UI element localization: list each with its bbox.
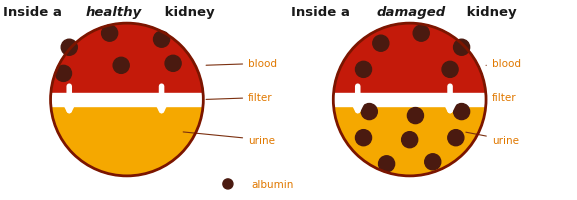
- Ellipse shape: [454, 104, 470, 120]
- Ellipse shape: [153, 32, 170, 48]
- Ellipse shape: [113, 58, 129, 74]
- Ellipse shape: [102, 26, 118, 42]
- Text: kidney: kidney: [160, 6, 215, 19]
- Text: filter: filter: [206, 93, 273, 103]
- Ellipse shape: [165, 56, 181, 72]
- Text: healthy: healthy: [85, 6, 141, 19]
- Text: urine: urine: [466, 133, 519, 145]
- Ellipse shape: [361, 104, 377, 120]
- Ellipse shape: [442, 62, 458, 78]
- Text: albumin: albumin: [251, 179, 293, 189]
- Ellipse shape: [373, 36, 389, 52]
- Text: blood: blood: [206, 59, 277, 69]
- Ellipse shape: [379, 156, 395, 172]
- Ellipse shape: [454, 40, 470, 56]
- Ellipse shape: [425, 154, 441, 170]
- FancyBboxPatch shape: [51, 94, 203, 106]
- Text: Inside a: Inside a: [3, 6, 66, 19]
- Text: Inside a: Inside a: [291, 6, 355, 19]
- Ellipse shape: [407, 108, 424, 124]
- Text: kidney: kidney: [462, 6, 516, 19]
- Polygon shape: [334, 100, 486, 176]
- Ellipse shape: [223, 179, 233, 189]
- Text: blood: blood: [486, 59, 521, 69]
- Ellipse shape: [355, 62, 372, 78]
- Ellipse shape: [413, 26, 429, 42]
- Polygon shape: [51, 100, 203, 176]
- Polygon shape: [334, 24, 486, 100]
- Ellipse shape: [402, 132, 418, 148]
- Text: filter: filter: [486, 93, 516, 103]
- Ellipse shape: [61, 40, 77, 56]
- Polygon shape: [51, 24, 203, 100]
- Ellipse shape: [55, 66, 72, 82]
- Ellipse shape: [355, 130, 372, 146]
- Ellipse shape: [448, 130, 464, 146]
- Text: damaged: damaged: [377, 6, 446, 19]
- FancyBboxPatch shape: [334, 94, 486, 106]
- Text: urine: urine: [183, 132, 275, 145]
